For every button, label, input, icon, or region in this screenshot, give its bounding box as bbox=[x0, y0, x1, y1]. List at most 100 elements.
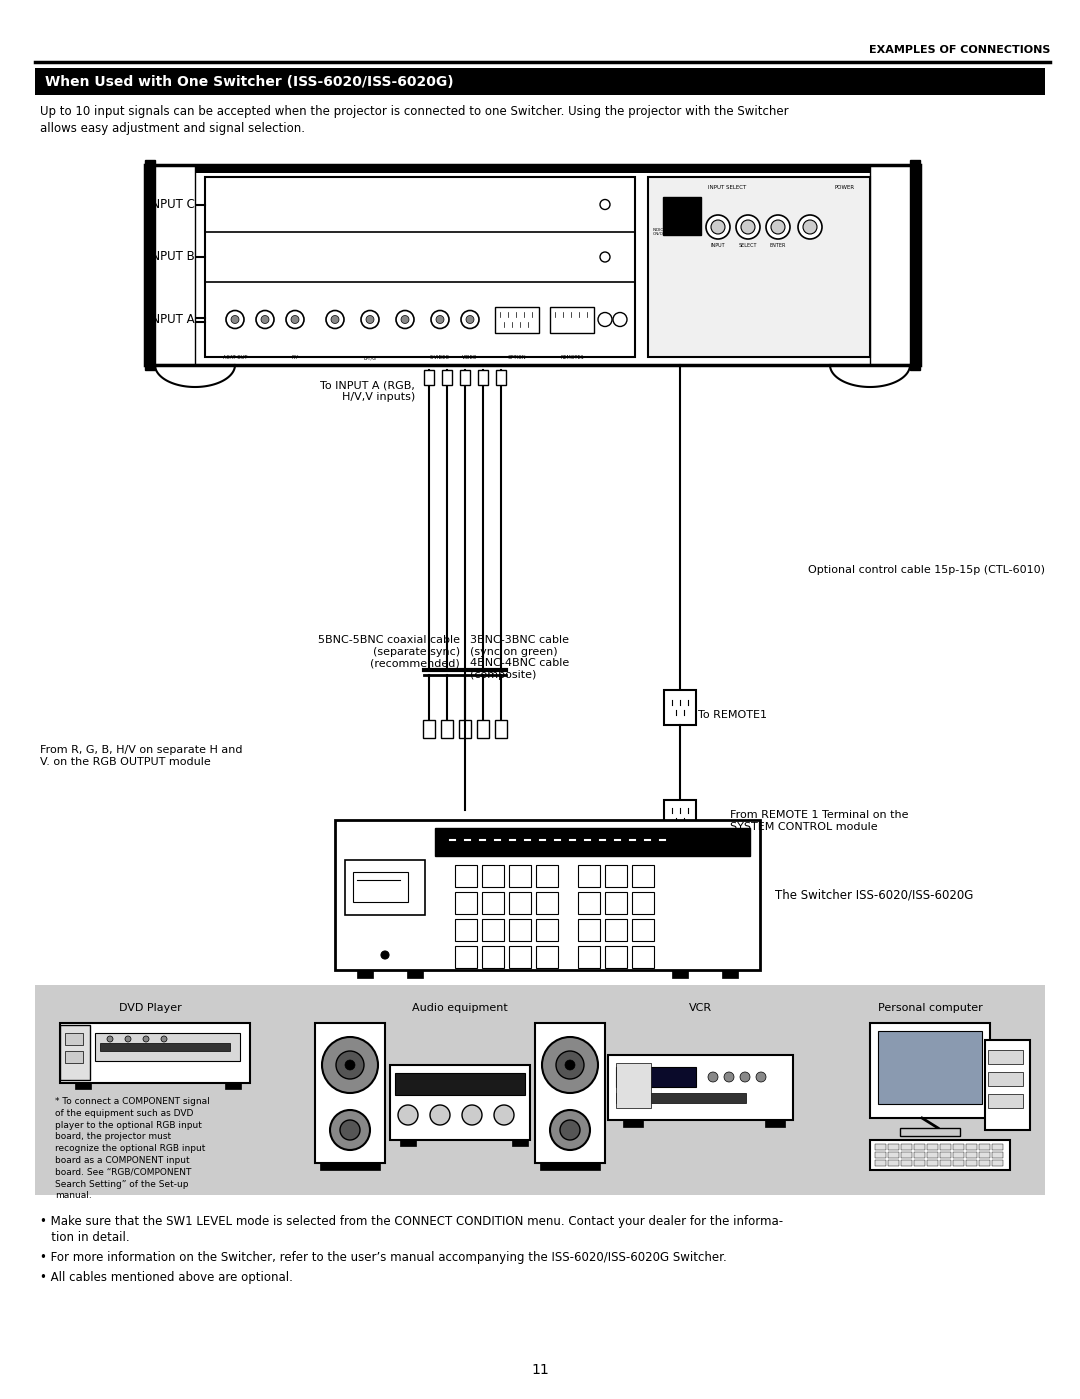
Circle shape bbox=[401, 316, 409, 323]
Bar bbox=[357, 970, 373, 978]
Bar bbox=[512, 1140, 528, 1146]
Bar bbox=[901, 1160, 912, 1165]
Bar bbox=[870, 1140, 1010, 1170]
Circle shape bbox=[613, 312, 627, 326]
Circle shape bbox=[107, 1037, 113, 1042]
Bar bbox=[616, 1093, 746, 1102]
Bar bbox=[578, 865, 600, 887]
Circle shape bbox=[345, 1060, 355, 1070]
Bar bbox=[985, 1039, 1030, 1130]
Text: ACAT OUT: ACAT OUT bbox=[222, 355, 247, 360]
Bar bbox=[205, 178, 635, 357]
Bar bbox=[477, 720, 489, 739]
Circle shape bbox=[542, 1037, 598, 1093]
Bar bbox=[940, 1144, 951, 1150]
Text: When Used with One Switcher (ISS-6020/ISS-6020G): When Used with One Switcher (ISS-6020/IS… bbox=[45, 74, 454, 88]
Bar bbox=[60, 1023, 249, 1083]
Text: EXAMPLES OF CONNECTIONS: EXAMPLES OF CONNECTIONS bbox=[868, 45, 1050, 55]
Bar bbox=[927, 1151, 939, 1158]
Circle shape bbox=[256, 311, 274, 329]
Circle shape bbox=[430, 1105, 450, 1125]
Bar bbox=[875, 1151, 886, 1158]
Circle shape bbox=[399, 1105, 418, 1125]
Bar bbox=[442, 369, 453, 385]
Circle shape bbox=[565, 1060, 575, 1070]
Bar bbox=[536, 946, 558, 968]
Text: POWER: POWER bbox=[835, 185, 855, 190]
Bar bbox=[927, 1160, 939, 1165]
Bar bbox=[966, 1151, 977, 1158]
Circle shape bbox=[330, 316, 339, 323]
Circle shape bbox=[708, 1072, 718, 1081]
Bar bbox=[632, 946, 654, 968]
Text: Personal computer: Personal computer bbox=[878, 1003, 983, 1013]
Bar bbox=[632, 865, 654, 887]
Text: 11: 11 bbox=[531, 1363, 549, 1377]
Text: 5BNC-5BNC coaxial cable
(separate sync)
(recommended): 5BNC-5BNC coaxial cable (separate sync) … bbox=[318, 635, 460, 669]
Circle shape bbox=[741, 220, 755, 234]
Circle shape bbox=[231, 316, 239, 323]
Circle shape bbox=[462, 1105, 482, 1125]
Bar bbox=[60, 1025, 90, 1080]
Bar bbox=[966, 1160, 977, 1165]
Circle shape bbox=[494, 1105, 514, 1125]
Text: R-Y: R-Y bbox=[292, 355, 299, 360]
Circle shape bbox=[226, 311, 244, 329]
Bar bbox=[509, 946, 531, 968]
Bar bbox=[145, 165, 920, 365]
Circle shape bbox=[161, 1037, 167, 1042]
Circle shape bbox=[291, 316, 299, 323]
Circle shape bbox=[600, 252, 610, 262]
Text: INDICATOR
ON/OFF: INDICATOR ON/OFF bbox=[653, 228, 675, 236]
Circle shape bbox=[125, 1037, 131, 1042]
Circle shape bbox=[340, 1121, 360, 1140]
Text: INPUT SELECT: INPUT SELECT bbox=[708, 185, 746, 190]
Bar bbox=[578, 893, 600, 914]
Bar bbox=[664, 800, 696, 835]
Bar bbox=[605, 865, 627, 887]
Bar bbox=[315, 1023, 384, 1163]
Bar bbox=[940, 1160, 951, 1165]
Circle shape bbox=[330, 1109, 370, 1150]
Bar bbox=[632, 919, 654, 942]
Bar bbox=[901, 1144, 912, 1150]
Circle shape bbox=[550, 1109, 590, 1150]
Text: 3BNC-3BNC cable
(sync on green)
4BNC-4BNC cable
(composite): 3BNC-3BNC cable (sync on green) 4BNC-4BN… bbox=[470, 635, 569, 680]
Circle shape bbox=[381, 951, 389, 958]
Bar bbox=[390, 1065, 530, 1140]
Bar bbox=[993, 1144, 1003, 1150]
Bar bbox=[632, 893, 654, 914]
Bar bbox=[605, 946, 627, 968]
Circle shape bbox=[724, 1072, 734, 1081]
Circle shape bbox=[706, 215, 730, 239]
Circle shape bbox=[396, 311, 414, 329]
Text: B-Y/G: B-Y/G bbox=[364, 355, 377, 360]
Bar bbox=[901, 1151, 912, 1158]
Bar bbox=[495, 720, 507, 739]
Bar bbox=[723, 970, 738, 978]
Bar bbox=[605, 893, 627, 914]
Bar bbox=[75, 1083, 91, 1088]
Bar bbox=[550, 306, 594, 333]
Text: Optional control cable 15p-15p (CTL-6010): Optional control cable 15p-15p (CTL-6010… bbox=[808, 565, 1045, 575]
Circle shape bbox=[322, 1037, 378, 1093]
Circle shape bbox=[465, 316, 474, 323]
Bar bbox=[663, 197, 701, 235]
Text: INPUT A: INPUT A bbox=[148, 313, 195, 326]
Text: SELECT: SELECT bbox=[739, 243, 757, 248]
Circle shape bbox=[735, 215, 760, 239]
Bar bbox=[953, 1160, 964, 1165]
Bar bbox=[953, 1144, 964, 1150]
Text: * To connect a COMPONENT signal
of the equipment such as DVD
player to the optio: * To connect a COMPONENT signal of the e… bbox=[55, 1097, 210, 1200]
Circle shape bbox=[740, 1072, 750, 1081]
Bar bbox=[509, 919, 531, 942]
Circle shape bbox=[600, 200, 610, 210]
Bar bbox=[616, 1067, 696, 1087]
Circle shape bbox=[561, 1121, 580, 1140]
Circle shape bbox=[556, 1051, 584, 1079]
Bar bbox=[482, 919, 504, 942]
Bar bbox=[455, 919, 477, 942]
Circle shape bbox=[366, 316, 374, 323]
Bar bbox=[616, 1063, 651, 1108]
Text: Audio equipment: Audio equipment bbox=[413, 1003, 508, 1013]
